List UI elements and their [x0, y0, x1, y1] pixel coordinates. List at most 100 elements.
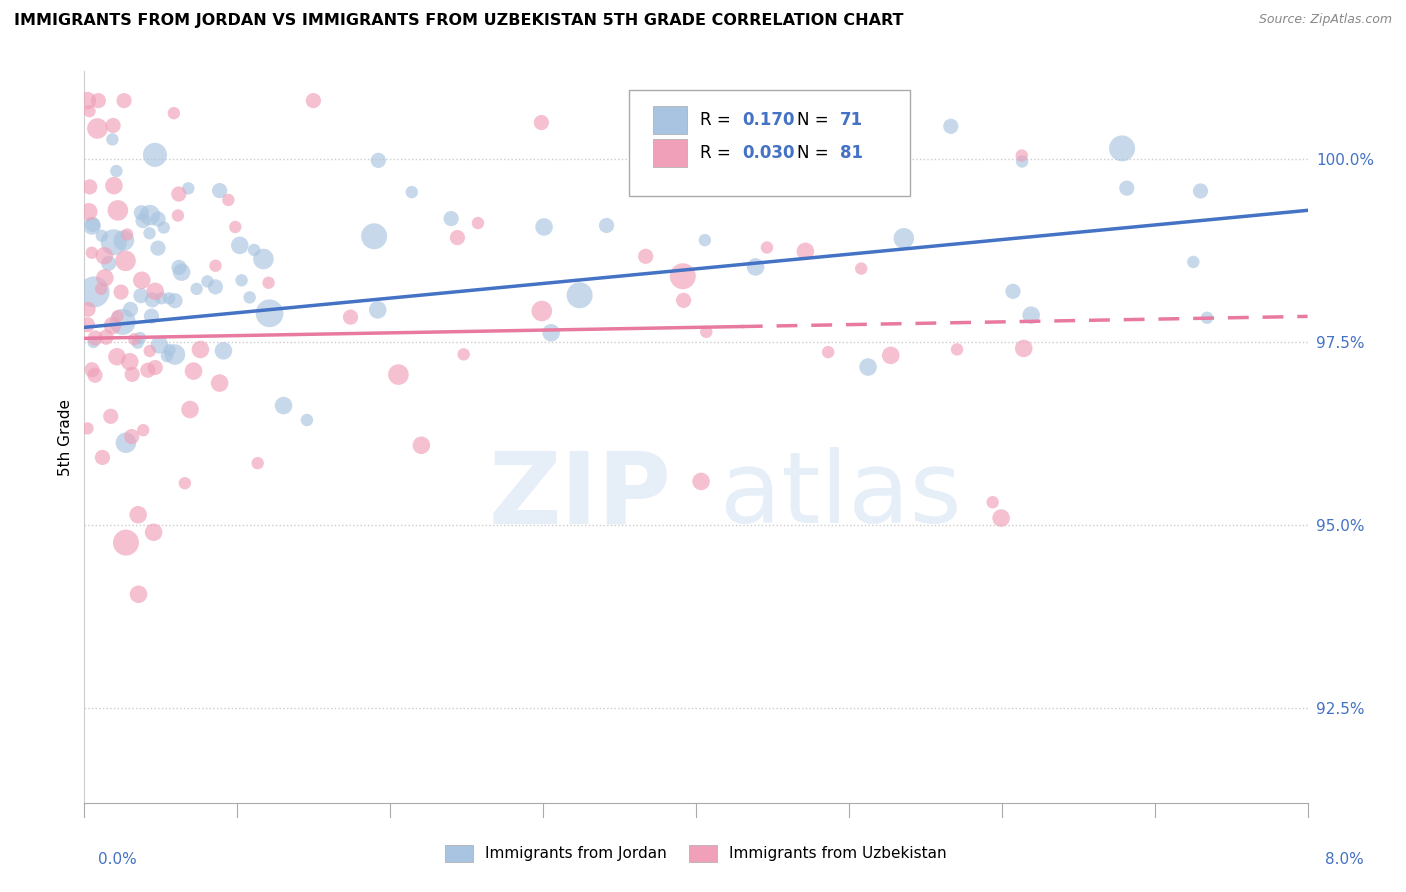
Point — [146, 241, 169, 255]
Point — [101, 318, 124, 333]
Point — [1115, 181, 1137, 195]
Point — [246, 456, 269, 470]
Point — [440, 211, 463, 226]
Point — [139, 208, 162, 222]
Point — [946, 343, 969, 357]
Point — [77, 204, 100, 219]
Point — [94, 270, 117, 285]
Point — [1182, 255, 1205, 269]
Point — [112, 94, 135, 108]
Point — [131, 273, 153, 287]
Point — [367, 302, 389, 317]
Point — [120, 302, 142, 317]
Point — [530, 115, 553, 129]
Point — [138, 227, 160, 241]
Point — [146, 212, 169, 227]
Point — [302, 94, 325, 108]
Point — [257, 276, 280, 290]
Point — [1001, 285, 1024, 299]
Point — [401, 185, 423, 199]
Point — [197, 274, 219, 288]
Point — [744, 260, 766, 274]
Point — [101, 119, 124, 133]
Point — [114, 253, 136, 268]
Point — [231, 273, 253, 287]
Point — [121, 368, 143, 382]
Point — [163, 347, 186, 361]
Point — [77, 302, 100, 317]
Point — [446, 230, 468, 244]
Point — [115, 227, 138, 242]
Point — [127, 335, 149, 350]
Point — [139, 343, 162, 358]
Point — [540, 326, 562, 340]
FancyBboxPatch shape — [628, 90, 910, 195]
Point — [111, 315, 134, 329]
Point — [252, 252, 274, 266]
Point — [87, 94, 110, 108]
Point — [76, 94, 98, 108]
Point — [82, 218, 104, 232]
Point — [163, 106, 186, 120]
Point — [239, 290, 262, 304]
Point — [84, 331, 107, 345]
Point — [118, 355, 141, 369]
Point — [217, 193, 239, 207]
Y-axis label: 5th Grade: 5th Grade — [58, 399, 73, 475]
Point — [107, 203, 129, 218]
Point — [186, 282, 208, 296]
Point — [453, 347, 475, 361]
Point — [208, 376, 231, 390]
Point — [173, 476, 195, 491]
Text: ZIP: ZIP — [489, 447, 672, 544]
Point — [86, 121, 108, 136]
Point — [880, 348, 903, 362]
Bar — [654, 139, 688, 167]
Point — [1111, 141, 1133, 155]
Point — [105, 350, 128, 364]
Point — [127, 508, 149, 522]
Point — [411, 438, 433, 452]
Point — [141, 309, 163, 323]
Text: 8.0%: 8.0% — [1324, 852, 1364, 867]
Point — [295, 413, 318, 427]
Point — [167, 187, 190, 202]
Point — [80, 362, 103, 376]
Legend: Immigrants from Jordan, Immigrants from Uzbekistan: Immigrants from Jordan, Immigrants from … — [439, 838, 953, 868]
Point — [115, 435, 138, 450]
Point — [981, 495, 1004, 509]
Point — [103, 235, 125, 250]
Point — [167, 260, 190, 275]
Point — [148, 338, 170, 352]
Text: atlas: atlas — [720, 447, 962, 544]
Point — [128, 587, 150, 601]
Point — [136, 363, 159, 377]
Point — [94, 330, 117, 344]
Point — [339, 310, 361, 325]
Point — [794, 244, 817, 259]
Point — [93, 249, 115, 263]
Point — [84, 368, 107, 383]
Point — [90, 228, 112, 243]
Point — [693, 233, 716, 247]
Point — [204, 259, 226, 273]
Point — [224, 219, 246, 234]
Point — [157, 343, 180, 357]
Point — [132, 423, 155, 437]
Point — [183, 364, 205, 378]
Point — [110, 285, 132, 299]
Text: R =: R = — [700, 111, 735, 128]
Point — [112, 234, 135, 248]
Point — [817, 345, 839, 359]
Point — [259, 306, 281, 320]
Point — [132, 213, 155, 227]
Point — [533, 219, 555, 234]
Point — [387, 368, 409, 382]
Text: 0.0%: 0.0% — [98, 852, 138, 867]
Point — [229, 238, 252, 252]
Text: 0.030: 0.030 — [742, 145, 794, 162]
Point — [363, 229, 385, 244]
Point — [143, 360, 166, 375]
Point — [157, 291, 180, 305]
Point — [1011, 154, 1033, 169]
